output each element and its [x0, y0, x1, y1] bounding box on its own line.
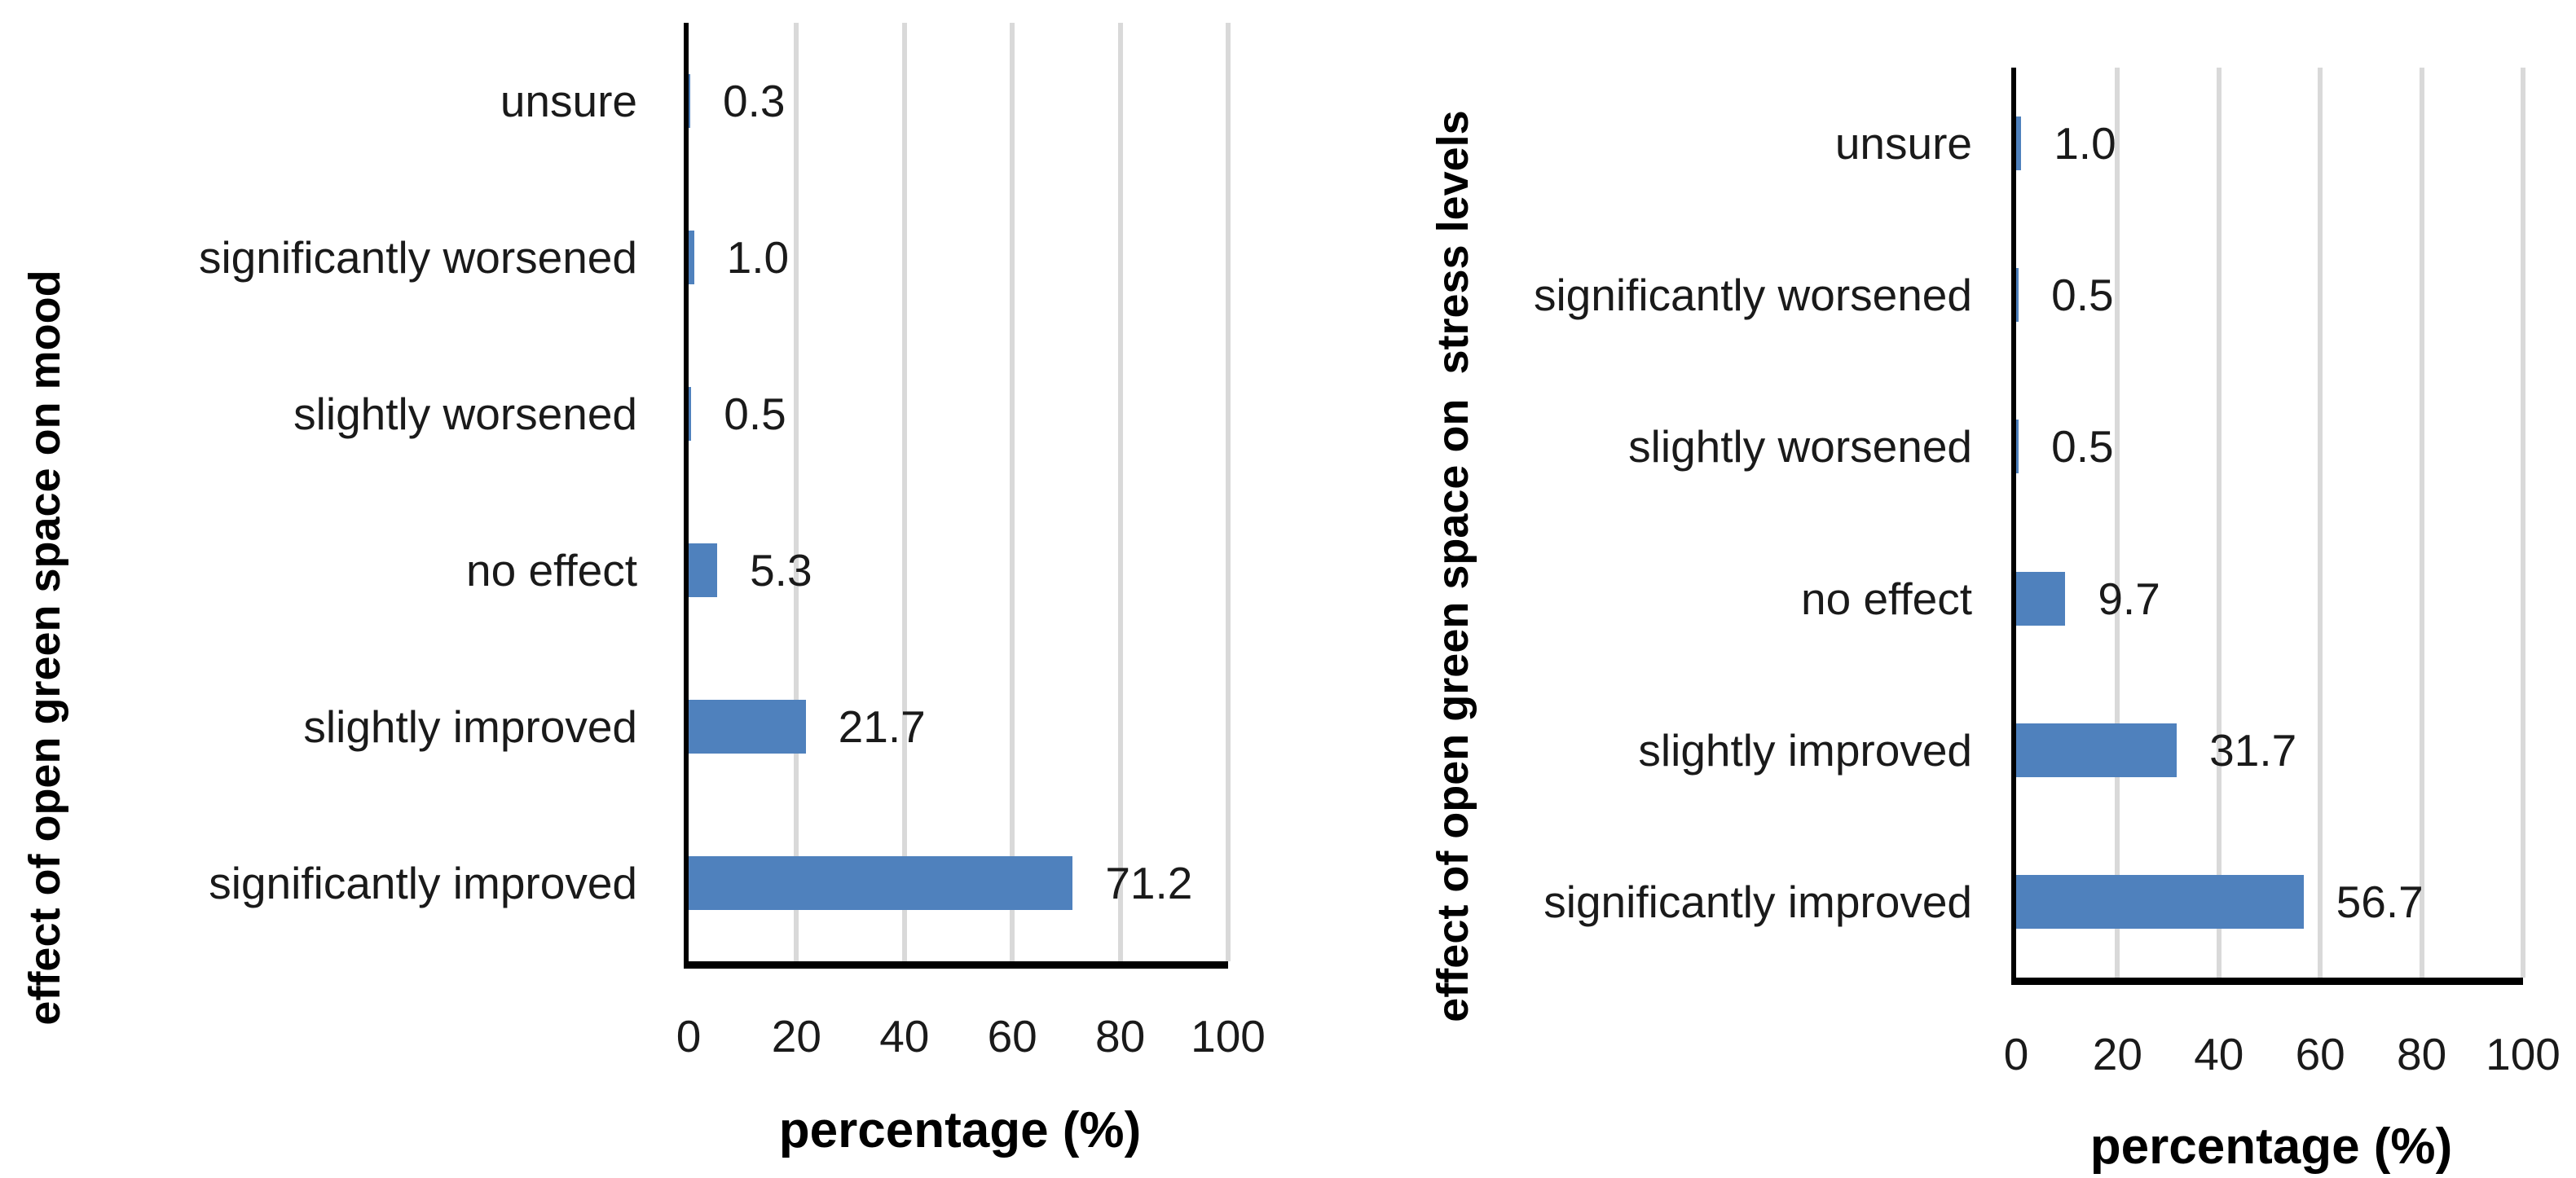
x-axis-title: percentage (%)	[778, 1102, 1142, 1158]
bar-row: 31.7	[2016, 675, 2523, 826]
category-label: unsure	[1834, 118, 1972, 169]
bar-row: 0.5	[689, 336, 1228, 492]
category-axis-labels: unsure significantly worsened slightly w…	[1327, 68, 1972, 978]
bar-row: 1.0	[2016, 68, 2523, 219]
bar-row: 0.5	[2016, 219, 2523, 371]
bar	[689, 856, 1073, 910]
value-label: 5.3	[750, 545, 812, 596]
bar-row: 56.7	[2016, 826, 2523, 978]
category-label: slightly worsened	[293, 389, 637, 439]
x-tick-label: 80	[1095, 1011, 1146, 1062]
gridline	[794, 23, 799, 961]
bar	[689, 543, 718, 597]
gridline	[1010, 23, 1015, 961]
bar-row: 5.3	[689, 492, 1228, 648]
value-label: 71.2	[1105, 858, 1193, 908]
category-label: slightly improved	[1638, 724, 1972, 776]
x-tick-label: 40	[2194, 1029, 2244, 1079]
x-tick-label: 60	[2295, 1029, 2345, 1079]
bar-row: 1.0	[689, 179, 1228, 336]
value-label: 31.7	[2209, 724, 2297, 776]
gridline	[1226, 23, 1231, 961]
x-tick-label: 40	[879, 1011, 930, 1062]
plot-area: 0.3 1.0 0.5 5.3 21.7	[684, 23, 1231, 969]
bar	[2016, 268, 2019, 323]
bar-row: 0.5	[2016, 371, 2523, 522]
x-tick-label: 60	[987, 1011, 1037, 1062]
category-label: significantly improved	[209, 858, 637, 908]
x-axis-title: percentage (%)	[2089, 1119, 2453, 1175]
category-label: slightly worsened	[1628, 421, 1972, 473]
gridline	[2521, 68, 2525, 978]
value-label: 9.7	[2098, 573, 2160, 624]
x-axis-tick-labels: 0 20 40 60 80 100	[676, 1010, 1266, 1067]
x-tick-label: 0	[676, 1011, 702, 1062]
x-tick-label: 20	[2092, 1029, 2142, 1079]
value-label: 1.0	[2054, 118, 2116, 169]
x-tick-label: 0	[2003, 1029, 2029, 1079]
bar	[689, 74, 690, 128]
bar	[2016, 571, 2066, 626]
chart-figure-stress: effect of open green space on stress lev…	[1288, 0, 2576, 1178]
category-axis-labels: unsure significantly worsened slightly w…	[0, 23, 637, 961]
category-label: significantly improved	[1543, 876, 1972, 927]
value-label: 0.5	[2051, 421, 2114, 473]
value-label: 21.7	[838, 701, 926, 752]
category-label: unsure	[500, 76, 637, 126]
value-label: 0.5	[724, 389, 786, 439]
bar	[689, 700, 806, 754]
x-tick-label: 100	[1191, 1011, 1266, 1062]
bar	[2016, 874, 2304, 929]
bar-rows: 0.3 1.0 0.5 5.3 21.7	[689, 23, 1228, 961]
category-label: slightly improved	[303, 701, 637, 752]
gridline	[2216, 68, 2222, 978]
category-label: no effect	[1801, 573, 1972, 624]
bar-row: 71.2	[689, 805, 1228, 961]
x-tick-label: 20	[771, 1011, 821, 1062]
category-label: no effect	[466, 545, 637, 596]
value-label: 0.5	[2051, 270, 2114, 321]
category-label: significantly worsened	[198, 232, 637, 283]
gridline	[1117, 23, 1123, 961]
bar-row: 21.7	[689, 648, 1228, 805]
category-label: significantly worsened	[1533, 270, 1972, 321]
gridline	[901, 23, 907, 961]
bar	[2016, 723, 2177, 777]
bar-row: 9.7	[2016, 522, 2523, 674]
bar	[689, 231, 694, 284]
plot-area: 1.0 0.5 0.5 9.7 31.7	[2011, 68, 2525, 985]
bar-row: 0.3	[689, 23, 1228, 179]
gridline	[2115, 68, 2120, 978]
bar	[689, 387, 692, 441]
value-label: 0.3	[722, 76, 786, 126]
chart-figure-mood: effect of open green space on mood unsur…	[0, 23, 1266, 1158]
x-tick-label: 80	[2397, 1029, 2447, 1079]
bar-rows: 1.0 0.5 0.5 9.7 31.7	[2016, 68, 2523, 978]
x-tick-label: 100	[2486, 1029, 2561, 1079]
bar	[2016, 116, 2022, 171]
gridline	[2318, 68, 2323, 978]
value-label: 56.7	[2336, 876, 2424, 927]
value-label: 1.0	[726, 232, 790, 283]
x-axis-tick-labels: 0 20 40 60 80 100	[2004, 1028, 2561, 1085]
gridline	[2419, 68, 2424, 978]
bar	[2016, 420, 2019, 474]
